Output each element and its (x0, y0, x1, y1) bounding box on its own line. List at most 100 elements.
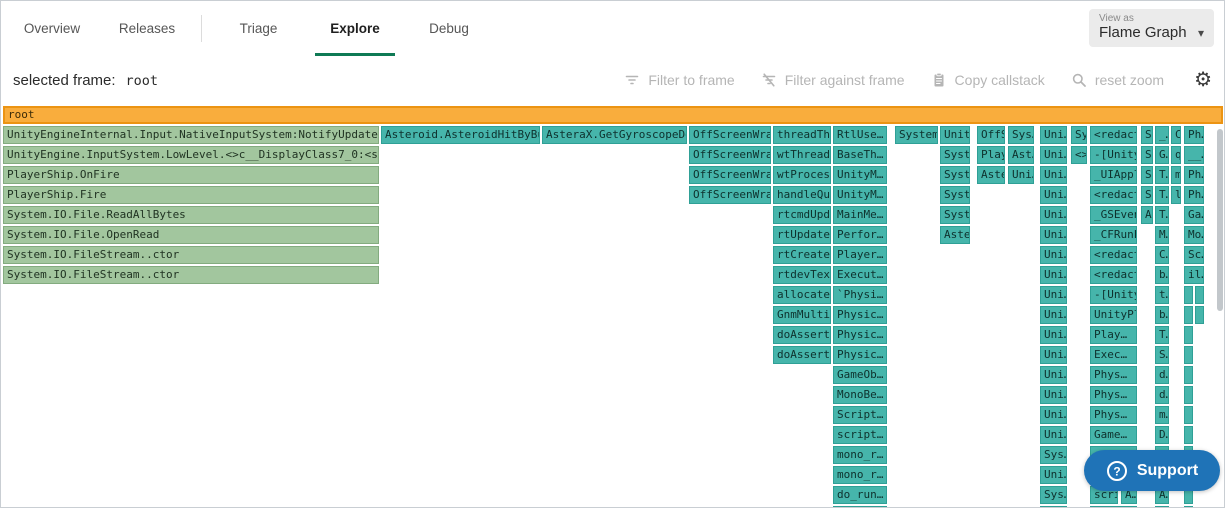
flame-frame[interactable]: System.IO.FileStream..ctor (3, 246, 379, 264)
flame-frame[interactable]: OffScreenWrap… (689, 186, 771, 204)
flame-frame[interactable]: Player… (833, 246, 887, 264)
flame-frame[interactable]: Execut… (833, 266, 887, 284)
flame-frame[interactable]: d… (1155, 386, 1169, 404)
flame-frame[interactable]: <>… (1071, 146, 1087, 164)
flame-frame[interactable]: OffS… (977, 126, 1005, 144)
flame-frame[interactable]: Ph… (1184, 126, 1204, 144)
flame-frame[interactable] (1184, 286, 1193, 304)
flame-frame[interactable]: script… (833, 426, 887, 444)
flame-frame[interactable]: UnityM… (833, 166, 887, 184)
flame-frame[interactable]: UnityM… (833, 186, 887, 204)
flame-frame[interactable]: Uni… (1040, 246, 1067, 264)
flame-frame[interactable] (1184, 346, 1193, 364)
flame-frame[interactable]: mono_r… (833, 466, 887, 484)
flame-frame[interactable]: mono_r… (833, 446, 887, 464)
flame-frame[interactable]: wtThread (773, 146, 831, 164)
flame-frame[interactable]: Uni… (1040, 426, 1067, 444)
flame-frame[interactable]: Phys… (1090, 406, 1137, 424)
flame-frame[interactable]: GnmMultiGen… (773, 306, 831, 324)
flame-frame[interactable]: Uni… (1040, 406, 1067, 424)
flame-frame[interactable]: System.IO.File.ReadAllBytes (3, 206, 379, 224)
flame-frame[interactable]: PlayerShip.OnFire (3, 166, 379, 184)
tab-releases[interactable]: Releases (93, 1, 201, 56)
flame-frame[interactable]: Ast… (1008, 146, 1034, 164)
filter-to-frame-button[interactable]: Filter to frame (624, 72, 735, 88)
flame-frame[interactable]: G… (1155, 146, 1169, 164)
tab-explore[interactable]: Explore (315, 1, 395, 56)
flame-frame[interactable] (1184, 386, 1193, 404)
flame-frame[interactable]: rtUpdateTex… (773, 226, 831, 244)
flame-frame[interactable]: <redact… (1090, 266, 1137, 284)
flame-frame[interactable] (1195, 286, 1204, 304)
flame-frame[interactable]: UnityE… (940, 126, 970, 144)
flame-frame[interactable]: AsteraX.GetGyroscopeDev… (542, 126, 687, 144)
flame-frame[interactable]: Uni… (1008, 166, 1034, 184)
flame-frame[interactable]: Uni… (1040, 226, 1067, 244)
flame-frame[interactable]: _UIAppl… (1090, 166, 1137, 184)
flame-frame[interactable]: Sy… (1071, 126, 1087, 144)
flame-frame[interactable]: Phys… (1090, 366, 1137, 384)
flame-frame[interactable]: OffScreenWrap… (689, 146, 771, 164)
flame-frame[interactable]: System… (940, 206, 970, 224)
flame-frame[interactable]: -[Unity… (1090, 146, 1137, 164)
flame-frame[interactable] (1184, 506, 1193, 507)
flame-frame[interactable]: Uni… (1040, 306, 1067, 324)
flame-frame[interactable]: b… (1155, 266, 1169, 284)
flame-frame[interactable]: Uni… (1040, 166, 1067, 184)
flame-frame[interactable]: Mo… (1184, 226, 1204, 244)
flame-frame[interactable]: UnityPl… (1090, 306, 1137, 324)
flame-frame[interactable]: Uni… (1040, 346, 1067, 364)
flame-frame[interactable]: T… (1155, 326, 1169, 344)
flame-frame[interactable]: Aste… (977, 166, 1005, 184)
flame-frame[interactable] (833, 506, 887, 507)
flame-frame[interactable]: -[Unity… (1090, 286, 1137, 304)
flame-frame[interactable]: Sy… (1141, 186, 1153, 204)
flame-frame[interactable] (1155, 506, 1169, 507)
flame-frame[interactable]: Ph… (1184, 186, 1204, 204)
flame-frame[interactable]: Uni… (1040, 386, 1067, 404)
flame-frame[interactable]: Uni… (1040, 366, 1067, 384)
flame-frame[interactable]: threadThunk (773, 126, 831, 144)
flame-frame[interactable]: PlayerShip.Fire (3, 186, 379, 204)
flame-frame[interactable] (1090, 506, 1137, 507)
flame-frame[interactable]: T… (1155, 166, 1169, 184)
flame-frame[interactable]: Game… (1090, 426, 1137, 444)
flame-frame[interactable] (1184, 406, 1193, 424)
flame-frame[interactable]: Play… (977, 146, 1005, 164)
flame-frame[interactable] (1040, 506, 1067, 507)
flame-frame[interactable]: M… (1155, 226, 1169, 244)
flame-frame[interactable]: Physic… (833, 326, 887, 344)
flame-frame[interactable]: <redact… (1090, 126, 1137, 144)
flame-frame[interactable]: rtdevTextur… (773, 266, 831, 284)
flame-frame[interactable]: l… (1171, 186, 1181, 204)
flame-frame[interactable]: T… (1155, 206, 1169, 224)
flame-frame[interactable]: do_run… (833, 486, 887, 504)
copy-callstack-button[interactable]: Copy callstack (931, 72, 1045, 88)
flame-frame[interactable]: S… (1155, 346, 1169, 364)
flame-frame[interactable]: Uni… (1040, 146, 1067, 164)
flame-frame[interactable]: System.IO.FileStream..ctor (3, 266, 379, 284)
flame-frame[interactable]: doAssertFai… (773, 346, 831, 364)
tab-debug[interactable]: Debug (395, 1, 503, 56)
flame-frame[interactable]: allocateTex… (773, 286, 831, 304)
flame-frame[interactable]: Sys… (1040, 486, 1067, 504)
flame-frame[interactable]: q… (1171, 146, 1181, 164)
flame-frame[interactable]: Physic… (833, 306, 887, 324)
flame-frame[interactable]: t… (1155, 286, 1169, 304)
flame-frame[interactable]: UnityEngineInternal.Input.NativeInputSys… (3, 126, 379, 144)
flame-frame[interactable]: System.IO.File.OpenRead (3, 226, 379, 244)
flame-frame[interactable]: __… (1184, 146, 1204, 164)
support-button[interactable]: ? Support (1084, 450, 1220, 491)
flame-frame[interactable]: Perfor… (833, 226, 887, 244)
flame-frame[interactable]: As… (1141, 206, 1153, 224)
flame-frame[interactable]: Uni… (1040, 326, 1067, 344)
flame-frame[interactable]: m… (1171, 166, 1181, 184)
flame-frame[interactable]: Phys… (1090, 386, 1137, 404)
flame-frame[interactable]: Uni… (1040, 126, 1067, 144)
flame-frame[interactable] (1184, 426, 1193, 444)
flame-frame[interactable]: BaseTh… (833, 146, 887, 164)
reset-zoom-button[interactable]: reset zoom (1071, 72, 1164, 88)
flame-frame[interactable]: handleQueue… (773, 186, 831, 204)
flame-frame[interactable]: Uni… (1040, 186, 1067, 204)
filter-against-frame-button[interactable]: Filter against frame (761, 72, 905, 88)
